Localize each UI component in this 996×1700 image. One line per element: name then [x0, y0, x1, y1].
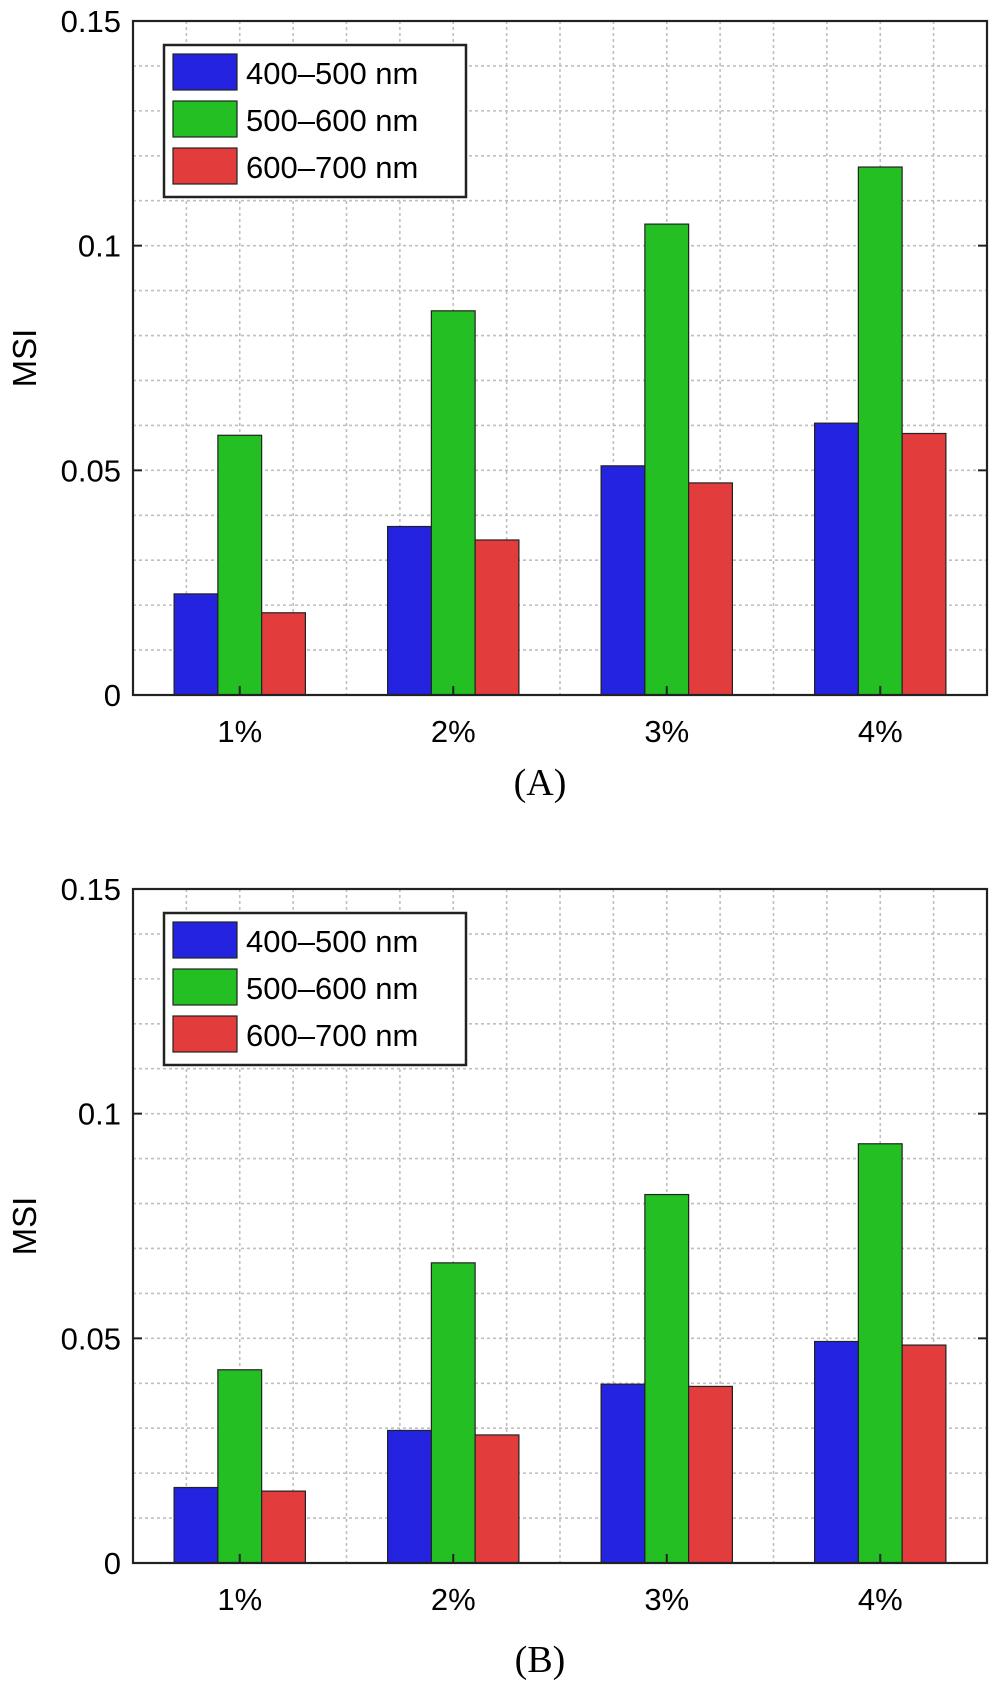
bar-500-600-nm-4pct	[857, 1143, 903, 1564]
bar-400-500-nm-3pct	[600, 465, 646, 696]
grid	[133, 888, 987, 1564]
y-tick-label: 0.05	[61, 1321, 121, 1356]
bar-400-500-nm-2pct	[386, 1429, 432, 1564]
y-tick-label: 0.1	[78, 229, 121, 264]
bar-500-600-nm-2pct	[430, 1262, 476, 1564]
legend-swatch	[172, 147, 238, 185]
legend-label: 400–500 nm	[246, 56, 418, 91]
bar-400-500-nm-2pct	[386, 525, 432, 696]
panel-label: (B)	[515, 1639, 566, 1681]
legend-swatch	[172, 100, 238, 138]
y-axis-label: MSI	[6, 1197, 43, 1256]
x-tick-label: 4%	[858, 1582, 903, 1617]
bar-600-700-nm-2pct	[474, 1434, 520, 1564]
legend-label: 500–600 nm	[246, 103, 418, 138]
y-tick-label: 0.1	[78, 1097, 121, 1132]
x-tick-label: 4%	[858, 714, 903, 749]
bar-600-700-nm-4pct	[901, 432, 947, 696]
legend-label: 600–700 nm	[246, 1018, 418, 1053]
bar-500-600-nm-3pct	[644, 223, 690, 696]
y-tick-label: 0.15	[61, 4, 121, 39]
legend: 400–500 nm 500–600 nm 600–700 nm	[162, 43, 468, 199]
axes-box	[131, 19, 989, 697]
y-tick-label: 0	[104, 678, 121, 713]
legend-label: 400–500 nm	[246, 924, 418, 959]
y-tick-label: 0.15	[61, 872, 121, 907]
bar-500-600-nm-1pct	[217, 434, 263, 696]
panel-label: (A)	[514, 762, 567, 804]
legend-swatch	[172, 53, 238, 91]
x-tick-label: 3%	[644, 1582, 689, 1617]
y-tick-label: 0.05	[61, 453, 121, 488]
chart-panel-b: 0 0.05 0.1 0.15 1% 2% 3% 4% MSI (B) 400–500 nm 500–…	[6, 872, 989, 1681]
bar-600-700-nm-2pct	[474, 539, 520, 696]
bar-600-700-nm-1pct	[261, 612, 307, 696]
bar-400-500-nm-1pct	[173, 593, 219, 696]
bar-600-700-nm-4pct	[901, 1344, 947, 1564]
legend-label: 500–600 nm	[246, 971, 418, 1006]
legend-swatch	[172, 1015, 238, 1053]
bar-500-600-nm-4pct	[857, 166, 903, 696]
chart-panel-a: 0 0.05 0.1 0.15 1% 2% 3% 4% MSI (A) 400–500 nm 500–…	[6, 4, 989, 804]
axes-box	[131, 887, 989, 1565]
y-tick-label: 0	[104, 1546, 121, 1581]
bar-500-600-nm-3pct	[644, 1193, 690, 1564]
bar-500-600-nm-2pct	[430, 310, 476, 696]
bar-600-700-nm-1pct	[261, 1490, 307, 1564]
bar-400-500-nm-1pct	[173, 1486, 219, 1564]
y-axis-label: MSI	[6, 329, 43, 388]
bar-500-600-nm-1pct	[217, 1369, 263, 1564]
x-tick-label: 2%	[431, 1582, 476, 1617]
x-tick-label: 2%	[431, 714, 476, 749]
legend-label: 600–700 nm	[246, 150, 418, 185]
bars	[173, 166, 947, 696]
legend: 400–500 nm 500–600 nm 600–700 nm	[162, 911, 468, 1067]
bar-600-700-nm-3pct	[688, 1385, 734, 1564]
bar-400-500-nm-4pct	[813, 422, 859, 696]
bar-400-500-nm-3pct	[600, 1383, 646, 1564]
x-tick-label: 1%	[217, 714, 262, 749]
legend-swatch	[172, 921, 238, 959]
legend-swatch	[172, 968, 238, 1006]
bar-400-500-nm-4pct	[813, 1340, 859, 1564]
x-tick-label: 3%	[644, 714, 689, 749]
x-tick-label: 1%	[217, 1582, 262, 1617]
bar-600-700-nm-3pct	[688, 482, 734, 696]
